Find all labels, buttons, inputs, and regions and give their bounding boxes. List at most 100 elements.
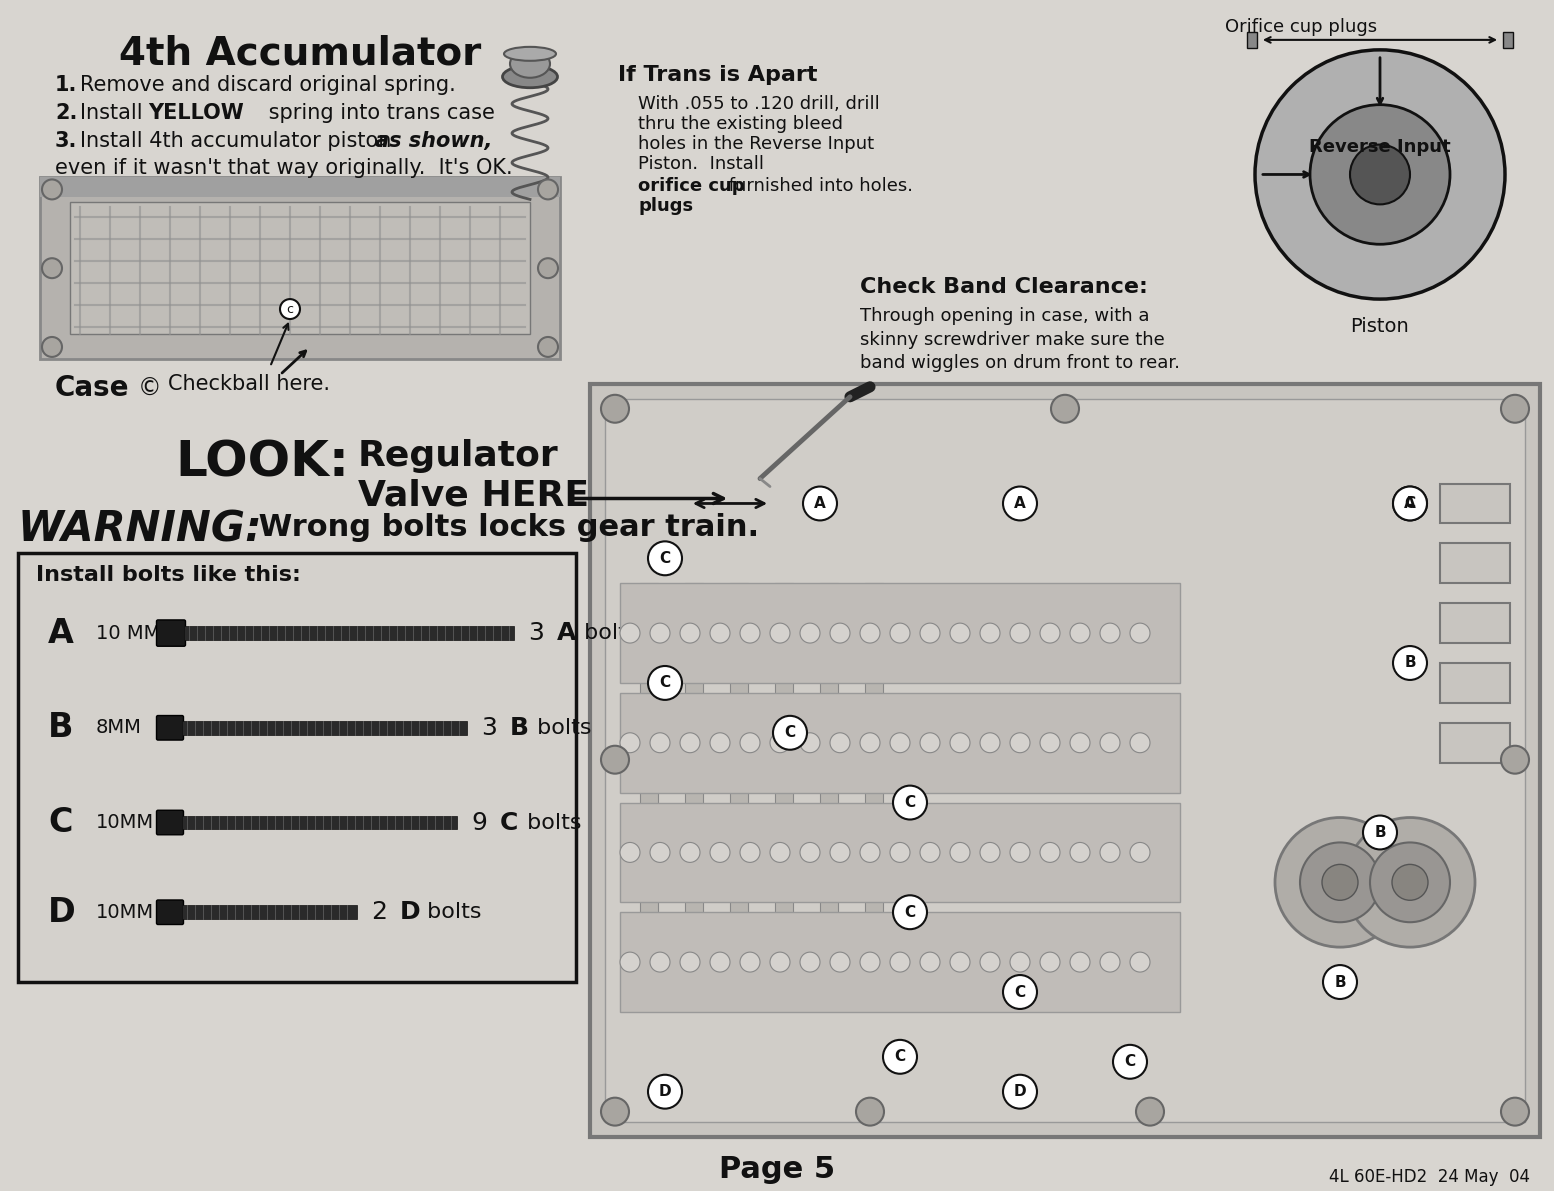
Text: C: C — [500, 811, 519, 835]
Text: Install: Install — [79, 102, 149, 123]
Text: Piston.  Install: Piston. Install — [639, 155, 769, 173]
Bar — [1441, 603, 1510, 643]
Bar — [775, 584, 793, 983]
Circle shape — [769, 623, 789, 643]
Text: B: B — [1374, 825, 1386, 840]
Text: 4L 60E-HD2  24 May  04: 4L 60E-HD2 24 May 04 — [1329, 1168, 1531, 1186]
Text: holes in the Reverse Input: holes in the Reverse Input — [639, 135, 873, 152]
Text: 10MM: 10MM — [96, 903, 154, 922]
Circle shape — [1071, 842, 1089, 862]
Circle shape — [1501, 394, 1529, 423]
Circle shape — [42, 258, 62, 279]
Text: C: C — [48, 806, 73, 838]
Circle shape — [920, 623, 940, 643]
Text: ©: © — [138, 376, 162, 401]
Bar — [620, 693, 1179, 792]
Text: With .055 to .120 drill, drill: With .055 to .120 drill, drill — [639, 95, 880, 113]
Circle shape — [1136, 1098, 1164, 1125]
Text: C: C — [904, 905, 915, 919]
Circle shape — [1501, 1098, 1529, 1125]
Circle shape — [648, 1074, 682, 1109]
Circle shape — [681, 623, 699, 643]
Text: orifice cup: orifice cup — [639, 177, 744, 195]
Text: bolts: bolts — [521, 812, 581, 833]
Circle shape — [280, 299, 300, 319]
Circle shape — [1010, 952, 1030, 972]
Text: C: C — [1405, 495, 1416, 511]
Circle shape — [538, 258, 558, 279]
Circle shape — [830, 732, 850, 753]
Text: A: A — [48, 617, 75, 649]
FancyBboxPatch shape — [157, 810, 183, 835]
Circle shape — [620, 842, 640, 862]
Circle shape — [1100, 842, 1120, 862]
Text: Install bolts like this:: Install bolts like this: — [36, 566, 301, 585]
Circle shape — [1322, 965, 1357, 999]
Bar — [182, 721, 468, 735]
Circle shape — [920, 842, 940, 862]
Text: furnished into holes.: furnished into holes. — [723, 177, 914, 195]
Circle shape — [800, 623, 821, 643]
Bar — [620, 912, 1179, 1012]
Circle shape — [1071, 623, 1089, 643]
Bar — [1503, 32, 1514, 48]
Text: LOOK:: LOOK: — [176, 438, 350, 487]
Bar — [620, 584, 1179, 682]
Text: C: C — [659, 675, 671, 691]
Text: even if it wasn't that way originally.  It's OK.: even if it wasn't that way originally. I… — [54, 157, 513, 177]
Text: Remove and discard original spring.: Remove and discard original spring. — [79, 75, 455, 95]
Bar — [1441, 543, 1510, 584]
Text: C: C — [1015, 985, 1026, 999]
Text: bolts: bolts — [577, 623, 639, 643]
Bar — [640, 584, 657, 983]
Circle shape — [859, 842, 880, 862]
Text: WARNING:: WARNING: — [19, 509, 263, 550]
Text: A: A — [1405, 495, 1416, 511]
Circle shape — [740, 842, 760, 862]
Circle shape — [949, 952, 970, 972]
Circle shape — [949, 623, 970, 643]
Circle shape — [981, 952, 1001, 972]
Circle shape — [1130, 623, 1150, 643]
Circle shape — [949, 732, 970, 753]
Text: bolts: bolts — [530, 718, 592, 737]
Text: C: C — [895, 1049, 906, 1065]
Text: If Trans is Apart: If Trans is Apart — [618, 64, 817, 85]
Text: Check Band Clearance:: Check Band Clearance: — [859, 278, 1148, 298]
Bar — [620, 803, 1179, 903]
Bar — [40, 177, 559, 358]
Circle shape — [981, 842, 1001, 862]
Text: 10MM: 10MM — [96, 813, 154, 833]
Circle shape — [859, 952, 880, 972]
Circle shape — [648, 542, 682, 575]
Text: B: B — [48, 711, 73, 744]
Text: C: C — [1125, 1054, 1136, 1070]
Text: 2.: 2. — [54, 102, 78, 123]
Circle shape — [890, 623, 911, 643]
Circle shape — [1113, 1045, 1147, 1079]
Text: YELLOW: YELLOW — [148, 102, 244, 123]
Circle shape — [1130, 952, 1150, 972]
Text: B: B — [1405, 655, 1416, 671]
Circle shape — [1100, 623, 1120, 643]
Circle shape — [1010, 842, 1030, 862]
Bar — [19, 554, 577, 983]
Circle shape — [859, 623, 880, 643]
Text: 1.: 1. — [54, 75, 78, 95]
Circle shape — [830, 952, 850, 972]
Text: c: c — [286, 303, 294, 316]
Text: Case: Case — [54, 374, 129, 401]
Circle shape — [681, 952, 699, 972]
Circle shape — [1256, 50, 1504, 299]
Text: 8MM: 8MM — [96, 718, 141, 737]
Text: Install 4th accumulator piston: Install 4th accumulator piston — [79, 131, 398, 150]
Circle shape — [894, 896, 928, 929]
Text: D: D — [659, 1084, 671, 1099]
Circle shape — [1010, 732, 1030, 753]
Ellipse shape — [503, 46, 556, 61]
Circle shape — [1040, 732, 1060, 753]
Bar — [183, 626, 514, 640]
Circle shape — [1350, 144, 1409, 205]
Text: spring into trans case: spring into trans case — [263, 102, 494, 123]
Bar — [591, 384, 1540, 1136]
